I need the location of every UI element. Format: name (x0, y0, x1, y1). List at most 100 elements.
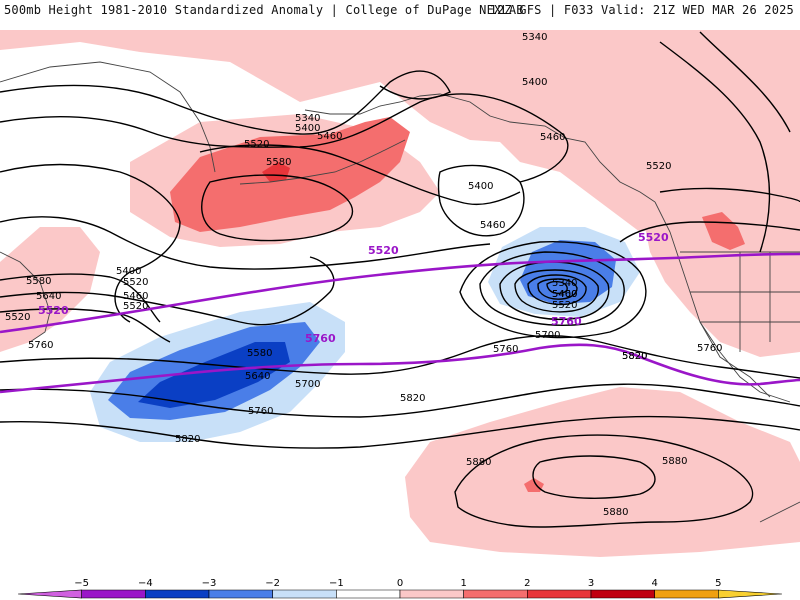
contour-label: 5400 (522, 77, 547, 88)
colorbar-swatch (527, 589, 592, 599)
anomaly-colorbar: −5 −4 −3 −2 −1 0 1 2 3 4 5 (0, 576, 800, 600)
south-america-coast (759, 501, 800, 523)
contour-5520-west-coast (659, 187, 800, 203)
contour-label: 5340 (552, 278, 577, 289)
contour-5880-subtropical (454, 434, 754, 528)
contour-label: 5760 (493, 344, 518, 355)
contour-east-trough-2 (699, 31, 791, 133)
anomaly-pos-aleutian-3sd (262, 162, 290, 182)
colorbar-swatch (399, 589, 464, 599)
contour-5400-north (0, 93, 569, 183)
anomaly-pos-west-edge (0, 227, 100, 352)
contour-label: 5820 (622, 351, 647, 362)
contour-label: 5400 (116, 266, 141, 277)
contour-label: 5520 (646, 161, 671, 172)
colorbar-tick-label: 1 (460, 578, 466, 589)
contour-5520-aleutian (199, 144, 521, 206)
contour-label: 5820 (400, 393, 425, 404)
highlight-contour-5520 (0, 252, 800, 334)
colorbar-swatches (17, 589, 783, 599)
map-header: 500mb Height 1981-2010 Standardized Anom… (0, 0, 800, 22)
colorbar-swatch (654, 589, 719, 599)
contour-labels: 5340 5400 5460 5520 5340 5400 5460 5520 … (5, 32, 722, 518)
anomaly-pos-west-coast (640, 197, 800, 357)
contour-label: 5520 (244, 139, 269, 150)
highlight-contour-labels: 5520 5520 5520 5760 5760 (38, 231, 669, 345)
contour-east-trough (659, 41, 771, 253)
highlighted-contours (0, 252, 800, 394)
colorbar-swatch (208, 589, 273, 599)
colorbar-swatch (590, 589, 655, 599)
contour-label: 5340 (295, 113, 320, 124)
contour-5880-inner (532, 455, 656, 499)
baja-coastline (699, 321, 771, 398)
contour-label: 5760 (697, 343, 722, 354)
contour-5400-mid (437, 164, 525, 237)
anomaly-neg-pacific-3sd (138, 342, 290, 408)
contour-5400-low (537, 278, 578, 300)
state-borders (680, 251, 800, 352)
product-title: 500mb Height 1981-2010 Standardized Anom… (4, 3, 524, 17)
contour-5460-west-coast (619, 221, 800, 243)
contour-label: 5880 (466, 457, 491, 468)
highlight-label: 5760 (551, 315, 582, 328)
contour-5640-west (0, 256, 335, 326)
contour-5820-pacific (0, 415, 800, 449)
model-run-info: 12Z GFS | F033 Valid: 21Z WED MAR 26 202… (489, 3, 794, 17)
contour-label: 5460 (552, 289, 577, 300)
anomaly-pos-aleutian-2sd (170, 117, 410, 232)
colorbar-swatch (81, 589, 146, 599)
contour-5340-low (546, 280, 568, 295)
highlight-label: 5520 (38, 304, 69, 317)
highlight-contour-5760 (0, 343, 800, 394)
contour-label: 5820 (175, 434, 200, 445)
contour-5340-north (0, 70, 451, 135)
highlight-label: 5520 (368, 244, 399, 257)
contour-label: 5520 (123, 277, 148, 288)
contour-5760-pacific (0, 383, 800, 418)
contour-5580-west (0, 273, 161, 323)
anomaly-pos-north (0, 30, 800, 232)
contour-label: 5460 (123, 291, 148, 302)
colorbar-tick-label: 0 (397, 578, 403, 589)
contour-label: 5580 (247, 348, 272, 359)
colorbar-ticks: −5 −4 −3 −2 −1 0 1 2 3 4 5 (74, 578, 721, 589)
colorbar-tick-label: −2 (265, 578, 280, 589)
contour-5460-mid (0, 216, 491, 270)
contour-5580-aleutian (201, 174, 354, 242)
japan-coastline (0, 251, 51, 343)
kamchatka-coastline (0, 61, 216, 173)
contour-label: 5400 (552, 289, 577, 300)
contour-label: 5580 (26, 276, 51, 287)
contour-5520-west (0, 308, 171, 343)
contour-label: 5520 (123, 301, 148, 312)
aleutian-chain (239, 139, 406, 185)
coastlines (0, 61, 800, 523)
contour-5640-low (479, 251, 625, 326)
contour-label: 5460 (540, 132, 565, 143)
colorbar-tick-label: 5 (715, 578, 721, 589)
contour-label: 5460 (317, 131, 342, 142)
contour-label: 5400 (468, 181, 493, 192)
highlight-label: 5520 (638, 231, 669, 244)
colorbar-tick-label: −3 (202, 578, 217, 589)
contour-label: 5460 (480, 220, 505, 231)
contour-label: 5880 (662, 456, 687, 467)
highlight-label: 5760 (305, 332, 336, 345)
contour-label: 5580 (266, 157, 291, 168)
contour-5700-pacific (0, 334, 800, 379)
alaska-coastline (304, 93, 656, 203)
contour-5700-low (459, 240, 647, 339)
contour-label: 5340 (522, 32, 547, 43)
contour-label: 5700 (535, 330, 560, 341)
contour-label: 5400 (295, 123, 320, 134)
colorbar-swatch (463, 589, 528, 599)
contour-label: 5520 (552, 300, 577, 311)
colorbar-tick-label: −1 (329, 578, 344, 589)
contour-5460-ring (0, 163, 181, 323)
contour-5520-low (514, 269, 599, 313)
anomaly-neg-low-2sd (520, 240, 616, 304)
colorbar-tick-label: 4 (651, 578, 657, 589)
contour-label: 5700 (295, 379, 320, 390)
contour-label: 5640 (36, 291, 61, 302)
